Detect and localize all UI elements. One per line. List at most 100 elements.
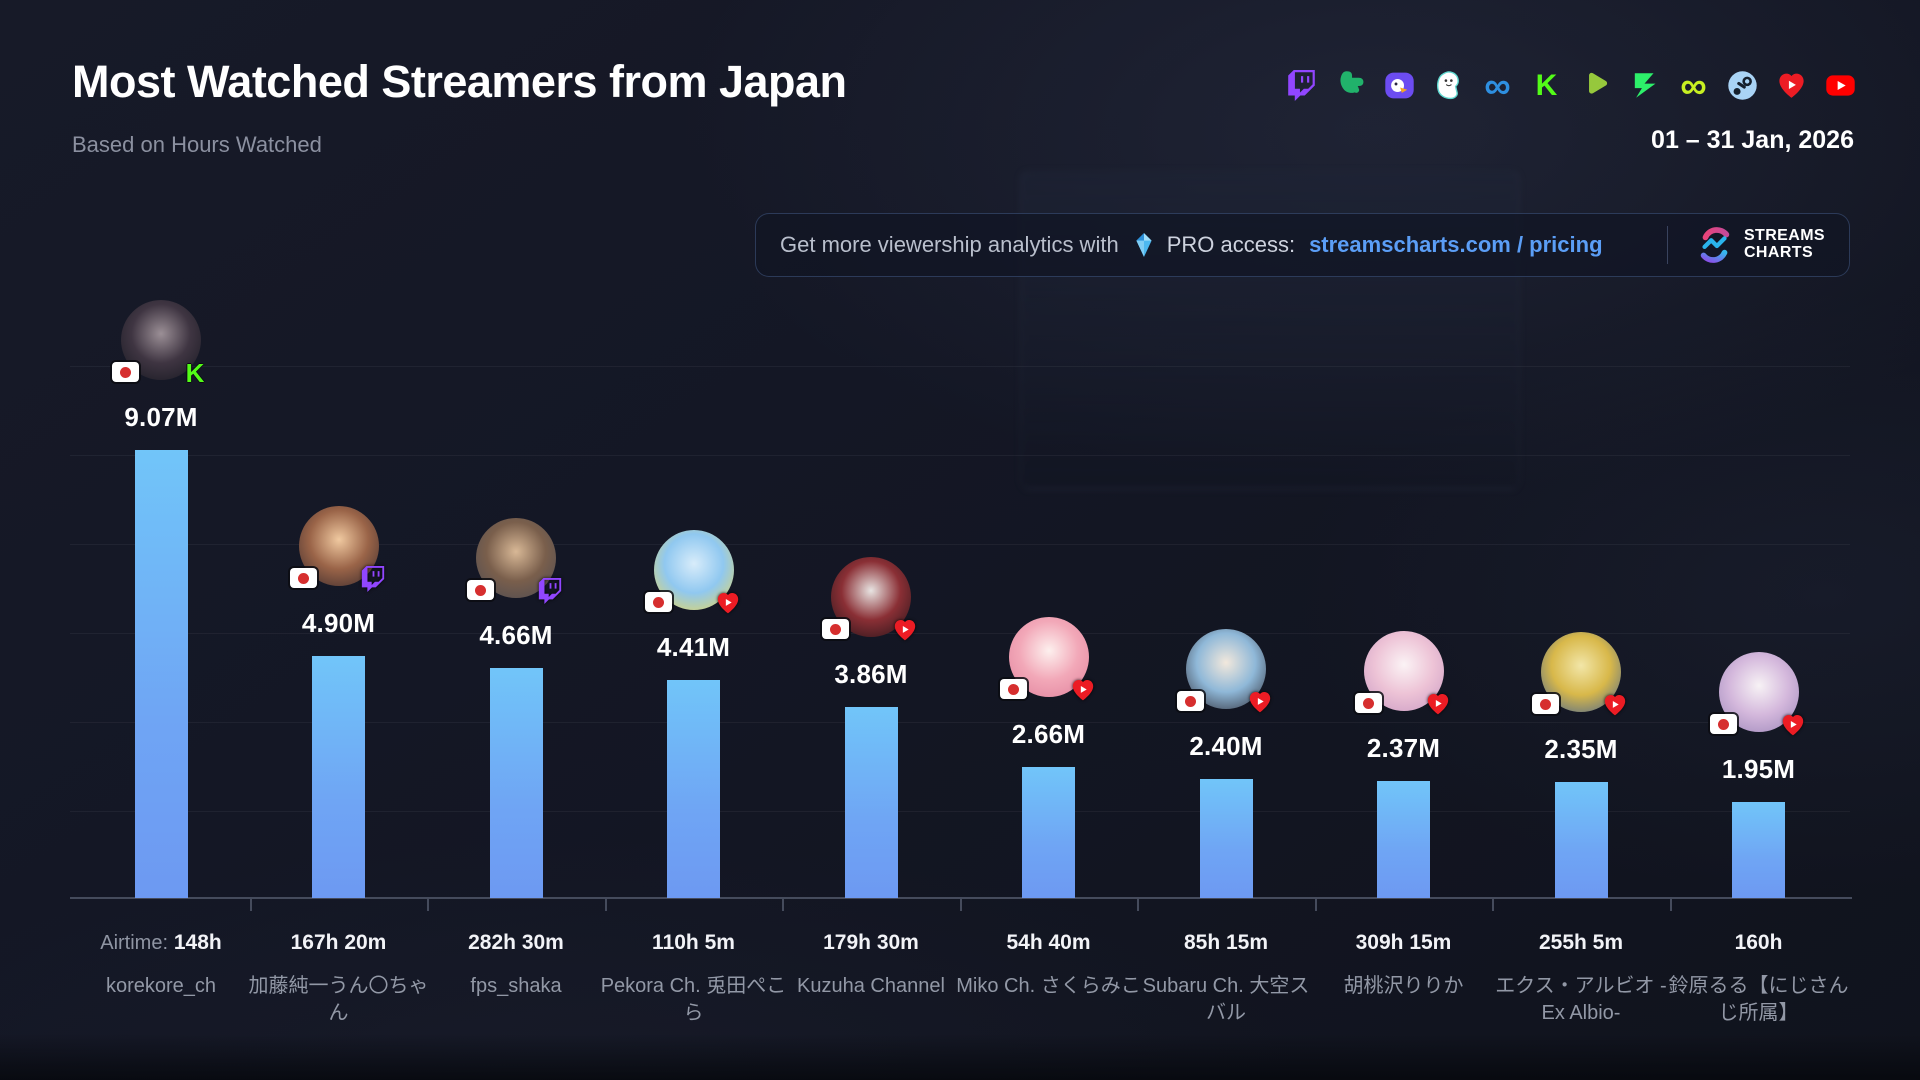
pro-banner-message: Get more viewership analytics with: [780, 232, 1119, 257]
platform-badge-twitch-icon: [360, 566, 386, 592]
hours-watched-value: 2.35M: [1544, 734, 1618, 764]
axis-tick: [1669, 899, 1672, 911]
bar-stack: 4.41M: [605, 530, 783, 898]
platform-icon-row: ∞ K ∞: [1286, 65, 1856, 106]
hours-watched-bar: [1377, 781, 1430, 898]
banner-divider: [1666, 226, 1668, 264]
streamer-avatar: [1532, 632, 1626, 716]
streamer-name: Miko Ch. さくらみこ: [956, 975, 1141, 997]
platform-icon-trovo: [1335, 70, 1366, 101]
airtime-value: 160h: [1734, 931, 1783, 954]
streamer-column: 2.35M 255h 5m エクス・アルビオ -Ex Albio-: [1492, 0, 1670, 1080]
airtime-label: 255h 5m: [1480, 931, 1682, 955]
airtime-value: 167h 20m: [290, 931, 387, 954]
platform-icon-steam: [1727, 70, 1758, 101]
hours-watched-bar: [1732, 802, 1785, 898]
bar-stack: K 9.07M: [72, 300, 250, 898]
streamer-column: 4.41M 110h 5m Pekora Ch. 兎田ぺこら: [601, 0, 786, 1080]
gridline: [70, 366, 1850, 367]
streamer-name: Subaru Ch. 大空スバル: [1142, 975, 1310, 1024]
streamer-avatar: K: [112, 300, 204, 386]
airtime-label: 85h 15m: [1125, 931, 1327, 955]
hours-watched-bar: [1022, 767, 1075, 898]
streamer-column: 2.37M 309h 15m 胡桃沢りりか: [1315, 0, 1493, 1080]
hours-watched-value: 3.86M: [834, 659, 908, 689]
platform-icon-lightning-z: [1629, 70, 1660, 101]
platform-icon-youtube: [1825, 70, 1856, 101]
airtime-label: 282h 30m: [415, 931, 617, 955]
hours-watched-bar: [667, 680, 720, 898]
hours-watched-value: 4.41M: [656, 632, 731, 662]
bar-stack: 1.95M: [1670, 652, 1848, 898]
streamer-column: K 9.07M Airtime: 148h korekore_ch: [72, 0, 250, 1080]
japan-flag-badge: [112, 362, 139, 382]
hours-watched-value: 4.90M: [301, 608, 376, 638]
streamer-avatar: [1709, 652, 1803, 736]
airtime-label: Airtime: 148h: [60, 931, 262, 955]
airtime-value: 282h 30m: [468, 931, 564, 954]
hours-watched-bar: [844, 707, 898, 898]
airtime-prefix: Airtime:: [100, 932, 169, 954]
platform-badge-twitch-icon: [537, 578, 563, 604]
axis-tick: [1314, 899, 1317, 911]
airtime-value: 255h 5m: [1538, 931, 1624, 954]
streamer-avatar: [289, 506, 384, 592]
platform-icon-infinity-blue: ∞: [1484, 65, 1511, 106]
japan-flag-badge: [644, 592, 672, 612]
streamer-column: 4.66M 282h 30m fps_shaka: [427, 0, 605, 1080]
page-title: Most Watched Streamers from Japan: [72, 56, 847, 107]
hours-watched-bar: [312, 656, 365, 898]
hours-watched-value: 1.95M: [1721, 754, 1796, 784]
background-bottom-shade: [0, 1034, 1920, 1080]
streamer-column: 3.86M 179h 30m Kuzuha Channel: [782, 0, 960, 1080]
streamer-avatar: [1354, 631, 1448, 715]
airtime-value: 309h 15m: [1355, 931, 1452, 954]
airtime-value: 54h 40m: [1006, 931, 1091, 954]
streamer-column: 4.90M 167h 20m 加藤純一うん〇ちゃん: [249, 0, 429, 1080]
bar-stack: 4.90M: [250, 506, 428, 898]
streamer-avatar: [999, 617, 1093, 701]
streamer-column: 1.95M 160h 鈴原るる【にじさんじ所属】: [1669, 0, 1849, 1080]
platform-badge-heart-live-icon: [715, 590, 741, 616]
page-subtitle: Based on Hours Watched: [72, 132, 322, 157]
japan-flag-badge: [822, 619, 849, 639]
axis-tick: [249, 899, 252, 911]
streamer-name: エクス・アルビオ -Ex Albio-: [1495, 975, 1667, 1024]
gridline: [70, 455, 1850, 456]
streamer-avatar: [822, 557, 916, 641]
axis-baseline: [70, 897, 1852, 899]
hours-watched-value: 4.66M: [479, 620, 553, 650]
streamer-avatar: [1177, 629, 1271, 713]
airtime-value: 148h: [173, 931, 222, 954]
bar-stack: 2.40M: [1137, 629, 1315, 898]
gridline: [70, 544, 1850, 545]
date-range: 01 – 31 Jan, 2026: [1651, 126, 1854, 154]
pro-diamond-icon: [1136, 233, 1152, 257]
hours-watched-bar: [134, 450, 188, 898]
hours-watched-bar: [1199, 779, 1253, 898]
axis-tick: [959, 899, 962, 911]
streamer-name: 鈴原るる【にじさんじ所属】: [1668, 975, 1849, 1024]
airtime-label: 110h 5m: [593, 931, 795, 955]
gridline: [70, 811, 1850, 812]
streamscharts-logo: STREAMS CHARTS: [1696, 226, 1825, 264]
japan-flag-badge: [1354, 693, 1382, 713]
platform-badge-heart-live-icon: [1247, 689, 1273, 715]
platform-icon-infinity-lime: ∞: [1680, 65, 1707, 106]
streamer-avatar: [467, 518, 562, 604]
streamer-avatar: [644, 530, 738, 614]
airtime-value: 110h 5m: [652, 931, 735, 954]
streamer-name: fps_shaka: [470, 975, 562, 997]
streamer-name: 加藤純一うん〇ちゃん: [248, 975, 429, 1024]
hours-watched-bar: [1554, 782, 1608, 898]
hours-watched-value: 9.07M: [124, 402, 198, 432]
streamscharts-logo-mark: [1700, 227, 1730, 263]
axis-tick: [427, 899, 430, 911]
pricing-link[interactable]: streamscharts.com / pricing: [1309, 232, 1603, 257]
japan-flag-badge: [289, 568, 317, 588]
hours-watched-bar: [489, 668, 543, 898]
gridline: [70, 722, 1850, 723]
airtime-value: 85h 15m: [1183, 931, 1269, 954]
axis-tick: [1492, 899, 1495, 911]
